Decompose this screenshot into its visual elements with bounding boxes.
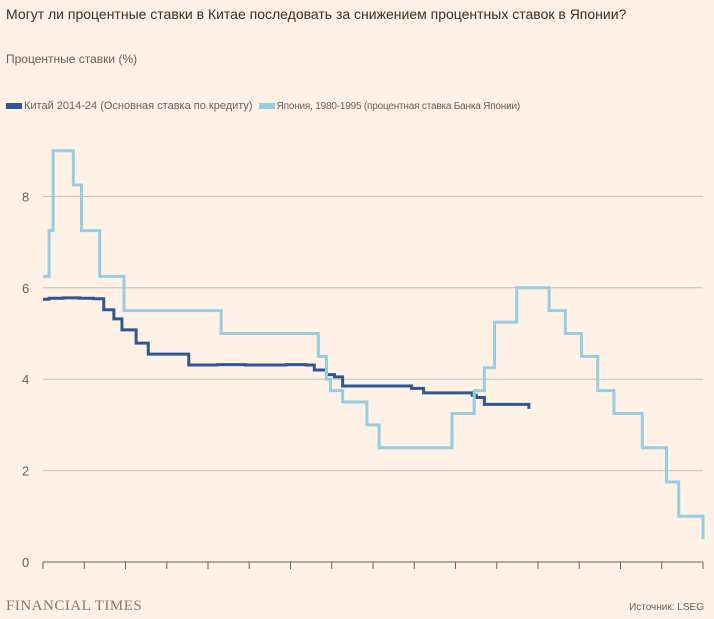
source-note: Источник: LSEG [629,602,704,613]
chart-title: Могут ли процентные ставки в Китае после… [6,6,627,22]
y-tick-label-2: 2 [22,464,29,479]
y-tick-label-6: 6 [22,281,29,296]
y-tick-label-0: 0 [22,555,29,570]
series-line-japan [43,149,705,540]
legend-swatch-china [6,103,22,109]
legend-item-japan: Япония, 1980-1995 (процентная ставка Бан… [258,100,521,112]
y-tick-label-4: 4 [22,372,29,387]
legend-item-china: Китай 2014-24 (Основная ставка по кредит… [6,100,253,112]
chart-subtitle: Процентные ставки (%) [6,52,138,66]
legend-swatch-japan [258,103,275,109]
brand-logo: FINANCIAL TIMES [6,598,143,614]
legend-label-china: Китай 2014-24 (Основная ставка по кредит… [24,100,253,112]
series-line-china [43,296,531,409]
legend-label-japan: Япония, 1980-1995 (процентная ставка Бан… [276,100,521,112]
y-tick-label-8: 8 [22,189,29,204]
legend: Китай 2014-24 (Основная ставка по кредит… [6,100,520,112]
